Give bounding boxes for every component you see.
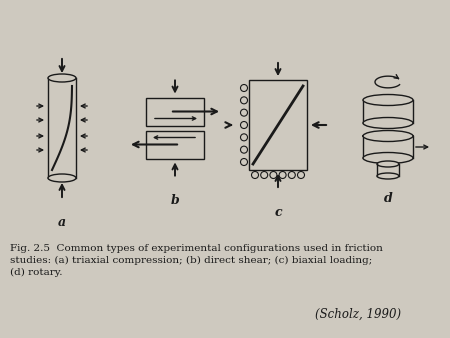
Text: a: a [58,216,66,229]
Bar [146,130,204,159]
Ellipse shape [363,130,413,142]
Ellipse shape [363,118,413,128]
Bar [249,80,307,170]
Text: (Scholz, 1990): (Scholz, 1990) [315,308,401,321]
Ellipse shape [48,74,76,82]
Ellipse shape [363,95,413,105]
Ellipse shape [48,174,76,182]
Ellipse shape [377,173,399,179]
Ellipse shape [363,152,413,164]
Ellipse shape [377,161,399,167]
Bar [146,97,204,125]
Text: Fig. 2.5  Common types of experimental configurations used in friction
studies: : Fig. 2.5 Common types of experimental co… [10,244,383,277]
Text: c: c [274,206,282,219]
Text: b: b [171,194,180,208]
Text: d: d [383,192,392,205]
